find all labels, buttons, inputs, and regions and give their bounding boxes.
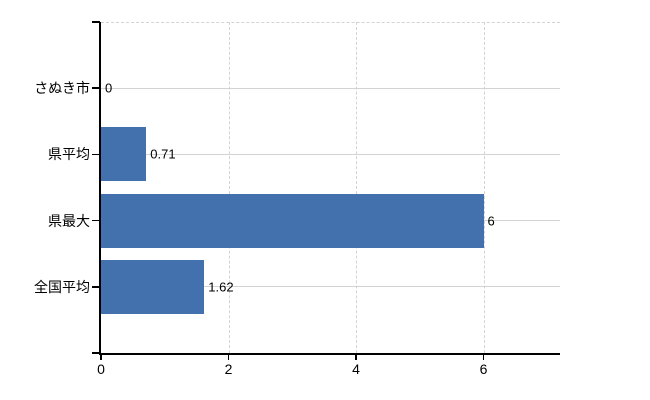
value-label: 0.71 <box>150 146 176 162</box>
horizontal-gridline <box>101 286 560 288</box>
horizontal-gridline <box>101 87 560 89</box>
y-axis-tick <box>92 286 100 288</box>
y-axis-tick <box>92 87 100 89</box>
x-axis-tick <box>355 354 357 360</box>
vertical-gridline <box>483 22 485 353</box>
x-tick-label: 2 <box>224 361 233 377</box>
category-label: さぬき市 <box>34 80 90 97</box>
value-label: 0 <box>105 80 113 96</box>
x-axis-line <box>101 353 560 355</box>
category-label: 県最大 <box>48 212 90 229</box>
y-axis-tick <box>92 219 100 222</box>
vertical-gridline <box>356 22 357 353</box>
x-axis-tick <box>482 354 485 360</box>
x-tick-label: 0 <box>97 361 105 377</box>
bar <box>101 259 205 314</box>
y-axis-tick <box>92 352 100 354</box>
y-axis-line <box>99 22 101 355</box>
value-label: 6 <box>487 213 495 229</box>
category-label: 県平均 <box>48 146 90 163</box>
plot-area <box>101 22 560 353</box>
x-axis-tick <box>227 354 230 360</box>
x-axis-tick <box>100 354 102 360</box>
y-axis-tick <box>92 153 100 156</box>
bar <box>101 193 484 248</box>
value-label: 1.62 <box>208 279 234 295</box>
x-tick-label: 6 <box>479 361 488 377</box>
horizontal-gridline <box>101 153 560 155</box>
bar <box>101 127 147 182</box>
vertical-gridline <box>228 22 230 353</box>
x-tick-label: 4 <box>352 361 360 377</box>
category-label: 全国平均 <box>34 278 90 295</box>
y-axis-tick <box>92 21 100 23</box>
